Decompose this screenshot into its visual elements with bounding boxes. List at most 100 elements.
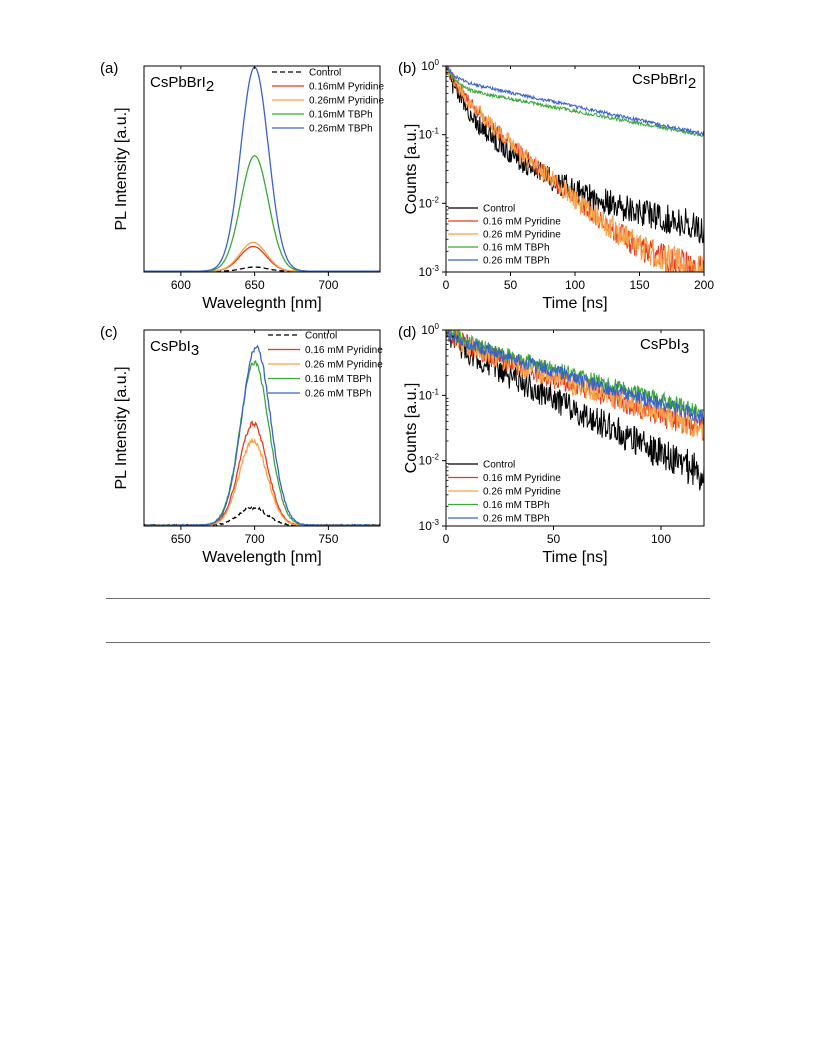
x-tick-label: 700 bbox=[318, 278, 338, 292]
compound-base: CsPbBrI bbox=[632, 71, 688, 88]
y-tick-exponent: -3 bbox=[432, 518, 440, 527]
y-axis-label: Counts [a.u.] bbox=[403, 383, 420, 474]
y-tick-base: 10 bbox=[421, 59, 435, 73]
compound-label: CsPbBrI2 bbox=[150, 74, 214, 95]
series-line-4 bbox=[144, 344, 380, 526]
y-tick-base: 10 bbox=[419, 388, 433, 402]
x-axis-label: Time [ns] bbox=[542, 295, 607, 312]
y-axis-label: PL Intensity [a.u.] bbox=[113, 107, 130, 230]
y-tick-base: 10 bbox=[419, 519, 433, 533]
legend-label-4: 0.26mM TBPh bbox=[309, 124, 373, 135]
x-tick-label: 700 bbox=[245, 532, 265, 546]
series-line-0 bbox=[144, 504, 380, 526]
legend-label-0: Control bbox=[483, 204, 515, 215]
x-tick-label: 50 bbox=[504, 278, 518, 292]
x-tick-label: 100 bbox=[651, 532, 671, 546]
legend-label-1: 0.16 mM Pyridine bbox=[483, 217, 561, 228]
y-tick-label: 10-1 bbox=[419, 387, 440, 402]
x-tick-label: 750 bbox=[318, 532, 338, 546]
legend-label-0: Control bbox=[309, 68, 341, 79]
series-line-4 bbox=[144, 66, 380, 272]
x-tick-label: 0 bbox=[443, 532, 450, 546]
plot-frame bbox=[143, 329, 381, 527]
legend-label-2: 0.26 mM Pyridine bbox=[483, 487, 561, 498]
legend-label-4: 0.26 mM TBPh bbox=[483, 514, 550, 525]
y-tick-base: 10 bbox=[419, 128, 433, 142]
legend-label-2: 0.26 mM Pyridine bbox=[305, 360, 383, 371]
y-tick-base: 10 bbox=[421, 323, 435, 337]
legend-label-1: 0.16mM Pyridine bbox=[309, 82, 384, 93]
y-tick-base: 10 bbox=[419, 265, 433, 279]
plot-frame bbox=[445, 65, 705, 273]
series-line-1 bbox=[144, 245, 380, 272]
legend-label-4: 0.26 mM TBPh bbox=[483, 256, 550, 267]
series-line-3 bbox=[144, 155, 380, 272]
legend-label-3: 0.16 mM TBPh bbox=[305, 374, 372, 385]
compound-label: CsPbI3 bbox=[150, 338, 199, 359]
y-tick-label: 10-1 bbox=[419, 127, 440, 142]
y-tick-exponent: -3 bbox=[432, 264, 440, 273]
compound-subscript: 3 bbox=[681, 340, 689, 357]
series-line-4 bbox=[448, 330, 704, 425]
compound-subscript: 2 bbox=[688, 75, 696, 92]
x-axis-label: Time [ns] bbox=[542, 549, 607, 566]
series-line-3 bbox=[446, 66, 704, 138]
y-tick-label: 10-2 bbox=[419, 453, 440, 468]
y-tick-exponent: -2 bbox=[432, 453, 440, 462]
panel-label: (c) bbox=[100, 324, 118, 341]
y-axis-label: Counts [a.u.] bbox=[403, 124, 420, 215]
y-tick-exponent: 0 bbox=[435, 322, 440, 331]
y-axis-label: PL Intensity [a.u.] bbox=[113, 366, 130, 489]
legend-label-2: 0.26mM Pyridine bbox=[309, 96, 384, 107]
plot-frame bbox=[445, 329, 705, 527]
plot-frame bbox=[143, 65, 381, 273]
legend-label-1: 0.16 mM Pyridine bbox=[305, 345, 383, 356]
panel-label: (d) bbox=[398, 324, 416, 341]
series-line-4 bbox=[446, 66, 704, 137]
y-tick-label: 10-3 bbox=[419, 518, 440, 533]
y-tick-base: 10 bbox=[419, 454, 433, 468]
y-tick-label: 100 bbox=[421, 322, 439, 337]
y-tick-exponent: -1 bbox=[432, 127, 440, 136]
y-tick-exponent: -1 bbox=[432, 387, 440, 396]
panel-label: (b) bbox=[398, 60, 416, 77]
series-line-2 bbox=[144, 437, 380, 526]
legend-label-1: 0.16 mM Pyridine bbox=[483, 473, 561, 484]
panel-label: (a) bbox=[100, 60, 118, 77]
x-axis-label: Wavelength [nm] bbox=[202, 549, 321, 566]
x-tick-label: 650 bbox=[171, 532, 191, 546]
series-line-2 bbox=[446, 68, 704, 272]
legend-label-0: Control bbox=[305, 331, 337, 342]
compound-subscript: 2 bbox=[206, 78, 214, 95]
compound-base: CsPbI bbox=[150, 338, 191, 355]
legend-label-3: 0.16 mM TBPh bbox=[483, 243, 550, 254]
series-line-2 bbox=[446, 330, 704, 439]
x-tick-label: 50 bbox=[547, 532, 561, 546]
series-line-0 bbox=[446, 330, 704, 491]
y-tick-base: 10 bbox=[419, 196, 433, 210]
series-group bbox=[446, 66, 704, 272]
y-tick-exponent: -2 bbox=[432, 195, 440, 204]
compound-subscript: 3 bbox=[191, 342, 199, 359]
x-tick-label: 200 bbox=[694, 278, 714, 292]
series-group bbox=[446, 330, 704, 491]
y-tick-label: 10-2 bbox=[419, 195, 440, 210]
legend-label-4: 0.26 mM TBPh bbox=[305, 389, 372, 400]
series-line-2 bbox=[144, 241, 380, 272]
x-tick-label: 0 bbox=[443, 278, 450, 292]
x-tick-label: 100 bbox=[565, 278, 585, 292]
compound-base: CsPbI bbox=[640, 336, 681, 353]
y-tick-label: 100 bbox=[421, 58, 439, 73]
series-line-1 bbox=[144, 420, 380, 526]
legend-label-3: 0.16 mM TBPh bbox=[483, 500, 550, 511]
panel-0: 600 650 700 Wavelegnth [nm] PL Intensity [a.… bbox=[100, 60, 384, 312]
x-tick-label: 150 bbox=[629, 278, 649, 292]
legend-label-2: 0.26 mM Pyridine bbox=[483, 230, 561, 241]
compound-label: CsPbBrI2 bbox=[632, 71, 696, 92]
divider-rule-bottom bbox=[106, 642, 710, 643]
y-tick-label: 10-3 bbox=[419, 264, 440, 279]
y-tick-exponent: 0 bbox=[435, 58, 440, 67]
